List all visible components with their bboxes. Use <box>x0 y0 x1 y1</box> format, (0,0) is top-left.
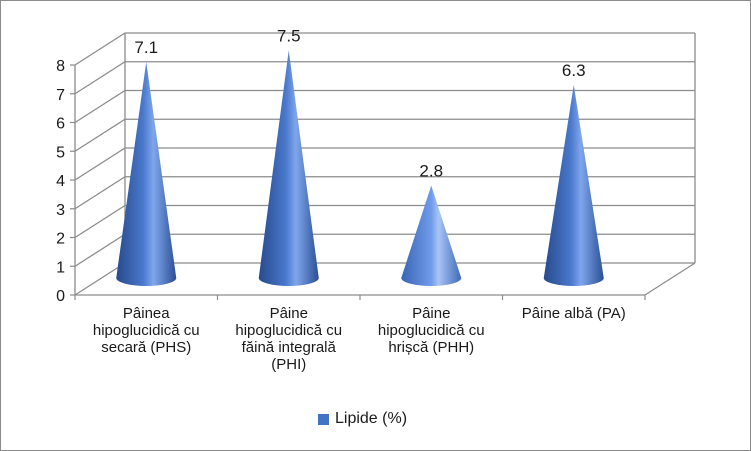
x-category-label-line: Pâinea <box>122 305 170 322</box>
x-category-label-line: Pâine <box>412 305 451 322</box>
data-label: 2.8 <box>419 162 443 181</box>
x-category-label-line: secară (PHS) <box>101 339 192 356</box>
gridline <box>74 32 695 66</box>
cone-bar <box>116 61 177 286</box>
cone-body <box>116 61 177 286</box>
y-tick-label: 3 <box>56 202 65 219</box>
y-tick-label: 2 <box>56 231 65 248</box>
legend: Lipide (%) <box>318 410 407 428</box>
cone-body <box>543 84 604 286</box>
y-tick-label: 0 <box>56 288 65 305</box>
x-category-label-line: hipoglucidică cu <box>377 322 485 339</box>
y-tick-label: 4 <box>56 173 65 190</box>
cone-bar <box>401 185 462 286</box>
cone-bar <box>543 84 604 286</box>
data-label: 7.1 <box>134 38 158 57</box>
x-category-label: Pâine hipoglucidică cu hrișcă (PHH) <box>366 305 496 356</box>
x-category-label-line: hrișcă (PHH) <box>388 339 475 356</box>
cone-body <box>258 50 319 286</box>
cone-bar <box>258 50 319 286</box>
x-category-label-line: Pâine albă (PA) <box>521 305 626 322</box>
y-tick-label: 8 <box>56 58 65 75</box>
x-category-label-line: făină integrală <box>241 339 336 356</box>
floor-right-edge <box>644 262 696 296</box>
legend-label: Lipide (%) <box>335 410 408 427</box>
x-category-label-line: Pâine <box>269 305 308 322</box>
x-category-label-line: hipoglucidică cu <box>235 322 343 339</box>
x-category-label: Pâine albă (PA) <box>509 305 639 322</box>
y-tick-label: 1 <box>56 259 65 276</box>
gridline <box>74 147 695 181</box>
y-tick-label: 5 <box>56 144 65 161</box>
x-category-label: Pâinea hipoglucidică cu secară (PHS) <box>81 305 211 356</box>
gridline <box>74 61 695 95</box>
axes <box>70 33 696 300</box>
data-label: 7.5 <box>277 26 301 45</box>
y-tick-labels: 0 1 2 3 4 5 6 7 8 <box>56 58 65 305</box>
x-category-label-line: (PHI) <box>271 356 307 373</box>
data-labels: 7.1 7.5 2.8 6.3 <box>134 26 585 180</box>
gridline <box>74 89 695 124</box>
x-category-label-line: hipoglucidică cu <box>92 322 200 339</box>
y-tick-label: 7 <box>56 87 65 104</box>
gridline <box>74 118 695 152</box>
legend-swatch <box>318 413 329 425</box>
y-tick-label: 6 <box>56 116 65 133</box>
gridline <box>74 176 695 210</box>
cone-body <box>401 185 462 286</box>
cones <box>116 50 604 286</box>
data-label: 6.3 <box>562 61 586 80</box>
x-category-label: Pâine hipoglucidică cu făină integrală (PHI… <box>224 305 354 373</box>
